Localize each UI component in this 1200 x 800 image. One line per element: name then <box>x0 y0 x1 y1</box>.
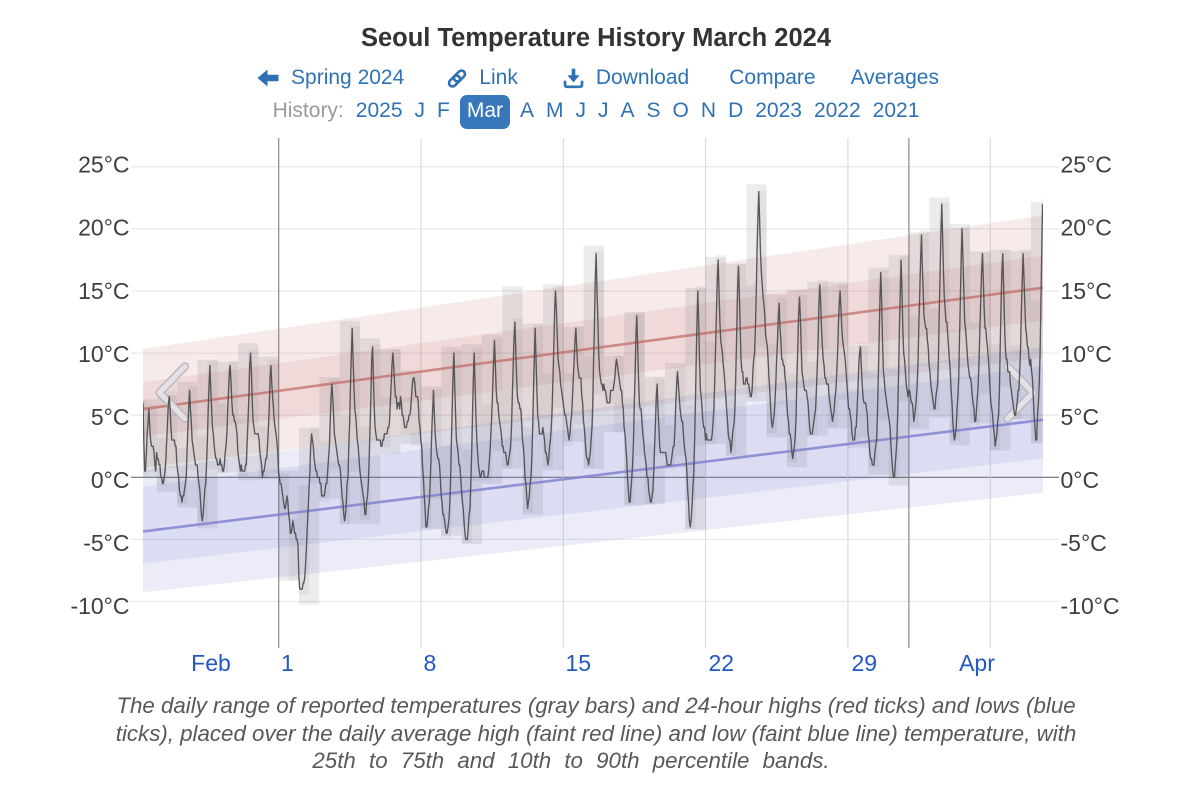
svg-text:15: 15 <box>566 650 592 676</box>
svg-text:29: 29 <box>852 650 878 676</box>
svg-text:-5°C: -5°C <box>83 530 129 556</box>
svg-text:20°C: 20°C <box>78 215 129 241</box>
svg-text:15°C: 15°C <box>78 278 129 304</box>
svg-text:5°C: 5°C <box>91 404 130 430</box>
svg-text:Apr: Apr <box>959 650 995 676</box>
svg-text:5°C: 5°C <box>1061 404 1100 430</box>
svg-text:20°C: 20°C <box>1061 215 1112 241</box>
svg-text:-5°C: -5°C <box>1061 530 1107 556</box>
svg-text:25°C: 25°C <box>1061 152 1112 178</box>
svg-text:Feb: Feb <box>191 650 231 676</box>
svg-text:1: 1 <box>281 650 294 676</box>
svg-text:25°C: 25°C <box>78 152 129 178</box>
svg-text:-10°C: -10°C <box>1061 593 1120 619</box>
svg-text:0°C: 0°C <box>1061 467 1100 493</box>
svg-text:-10°C: -10°C <box>70 593 129 619</box>
svg-text:0°C: 0°C <box>91 467 130 493</box>
svg-text:10°C: 10°C <box>78 341 129 367</box>
svg-text:22: 22 <box>709 650 735 676</box>
svg-text:8: 8 <box>424 650 437 676</box>
svg-text:15°C: 15°C <box>1061 278 1112 304</box>
svg-text:10°C: 10°C <box>1061 341 1112 367</box>
